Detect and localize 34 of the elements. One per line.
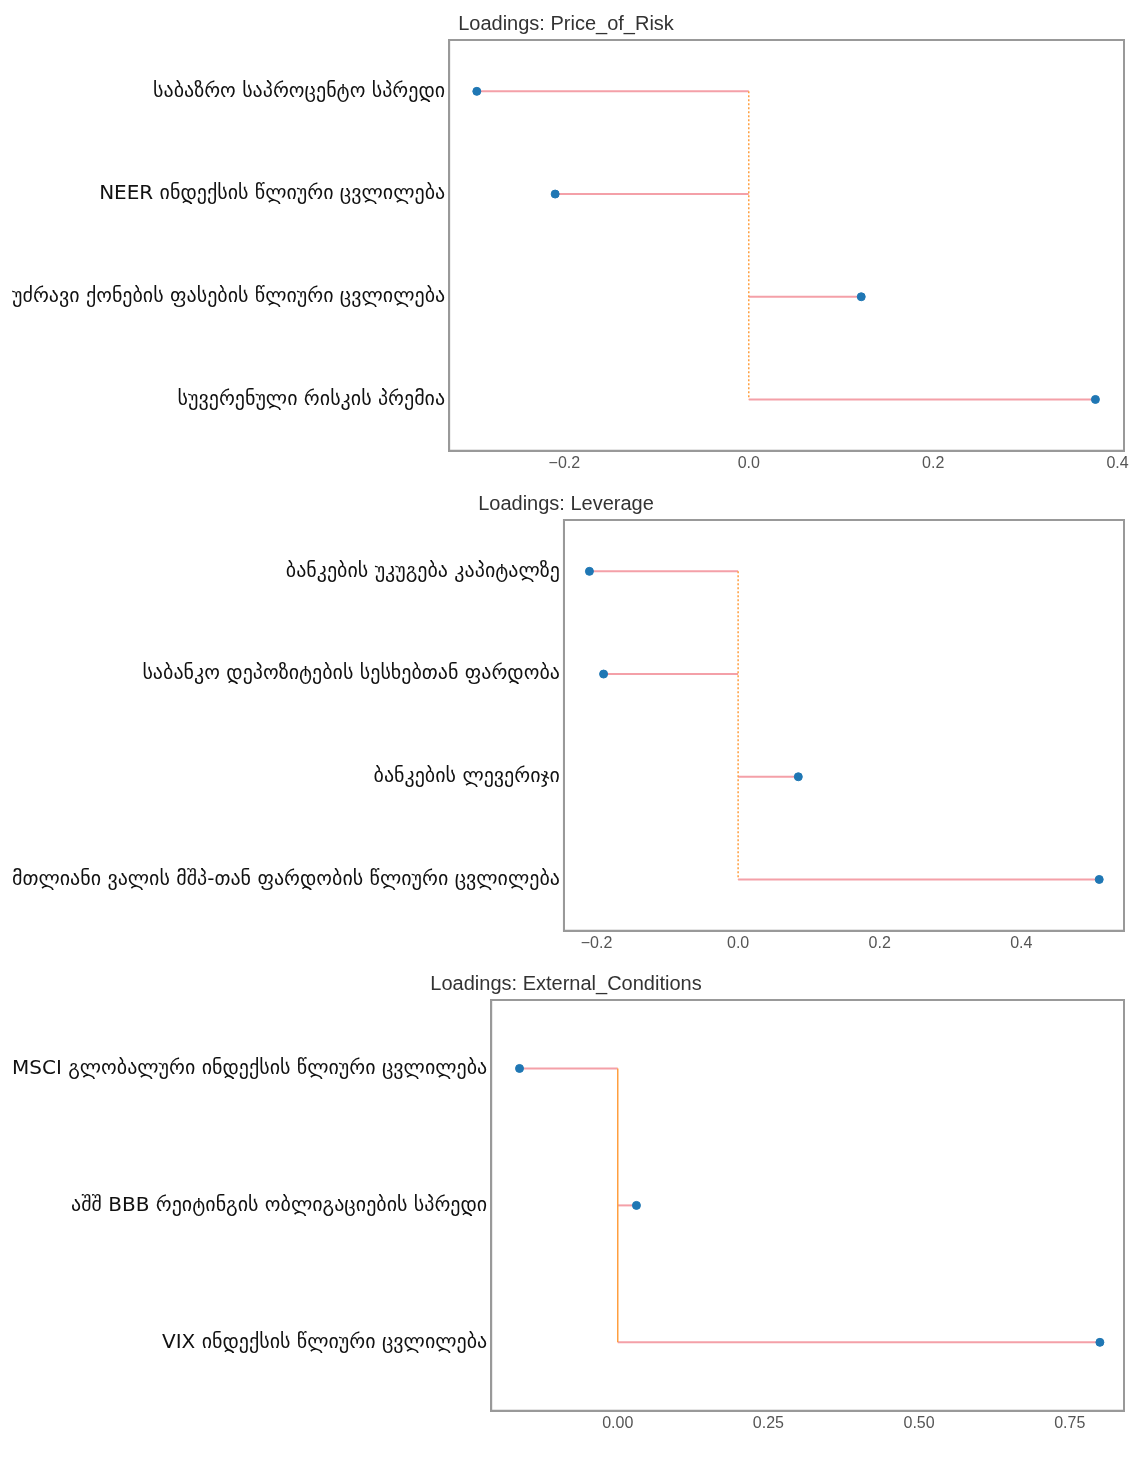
x-tick-label: −0.2 [548, 453, 581, 471]
x-tick-label: 0.0 [737, 453, 760, 471]
y-tick-label: სუვერენული რისკის პრემია [177, 385, 446, 410]
y-tick-label: საბანკო დეპოზიტების სესხებთან ფარდობა [142, 660, 560, 685]
x-tick-label: 0.2 [922, 453, 945, 471]
point [1094, 874, 1104, 884]
chart-title: Loadings: Leverage [478, 491, 654, 514]
y-tick-label: ბანკების ლევერიჯი [373, 762, 560, 787]
chart-title: Loadings: Price_of_Risk [458, 11, 675, 35]
x-tick-label: 0.75 [1054, 1413, 1086, 1431]
x-tick-label: 0.25 [752, 1413, 785, 1431]
y-tick-label: აშშ BBB რეიტინგის ობლიგაციების სპრედი [71, 1191, 488, 1216]
x-tick-label: 0.4 [1010, 933, 1033, 951]
y-tick-label: ბანკების უკუგება კაპიტალზე [285, 557, 560, 582]
point [793, 772, 803, 782]
y-tick-label: MSCI გლობალური ინდექსის წლიური ცვლილება [11, 1054, 488, 1079]
point [599, 669, 609, 679]
point [472, 86, 482, 96]
point [584, 566, 594, 576]
y-tick-label: უძრავი ქონების ფასების წლიური ცვლილება [11, 282, 446, 307]
y-tick-label: VIX ინდექსის წლიური ცვლილება [162, 1328, 488, 1353]
y-tick-label: NEER ინდექსის წლიური ცვლილება [99, 180, 446, 205]
point [856, 292, 866, 302]
y-tick-label: საბაზრო საპროცენტო სპრედი [153, 77, 446, 102]
x-tick-label: 0.0 [726, 933, 750, 951]
x-tick-label: −0.2 [580, 933, 613, 951]
x-tick-label: 0.2 [868, 933, 891, 951]
y-tick-label: მთლიანი ვალის მშპ-თან ფარდობის წლიური ცვლილება [11, 865, 560, 890]
x-tick-label: 0.50 [903, 1413, 935, 1431]
point [550, 189, 560, 199]
point [1090, 394, 1100, 404]
x-tick-label: 0.00 [602, 1413, 634, 1431]
x-tick-label: 0.4 [1106, 453, 1129, 471]
chart-title: Loadings: External_Conditions [430, 971, 702, 995]
